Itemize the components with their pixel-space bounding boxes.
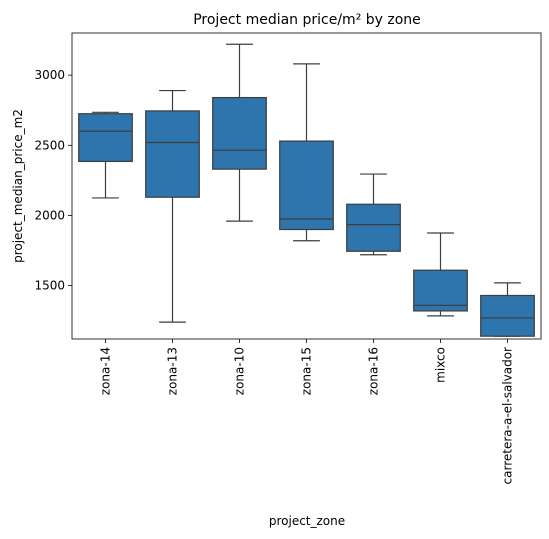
x-tick-label: mixco [434,347,448,383]
iqr-box [480,294,535,337]
iqr-box [279,140,334,231]
box-zona-16 [346,173,401,256]
x-tick-label: carretera-a-el-salvador [501,347,515,485]
x-tick-label: zona-10 [233,347,247,395]
iqr-box [346,203,401,252]
box-mixco [413,232,468,317]
iqr-box [413,269,468,312]
iqr-box [78,113,133,163]
x-axis-label: project_zone [269,514,345,528]
y-tick-label: 1500 [34,279,65,293]
box-zona-14 [78,111,133,199]
iqr-box [145,110,200,198]
box-zona-10 [212,43,267,222]
box-zona-13 [145,89,200,323]
x-tick-label: zona-16 [367,347,381,395]
x-tick-label: zona-13 [166,347,180,395]
plot-area [78,43,535,337]
y-axis-label: project_median_price_m2 [11,109,25,263]
x-tick-label: zona-14 [99,347,113,395]
box-carretera-a-el-salvador [480,282,535,337]
y-tick-label: 2000 [34,208,65,222]
x-tick-label: zona-15 [300,347,314,395]
iqr-box [212,96,267,170]
chart-title: Project median price/m² by zone [193,12,421,28]
y-tick-label: 3000 [34,68,65,82]
box-zona-15 [279,63,334,242]
y-tick-label: 2500 [34,138,65,152]
